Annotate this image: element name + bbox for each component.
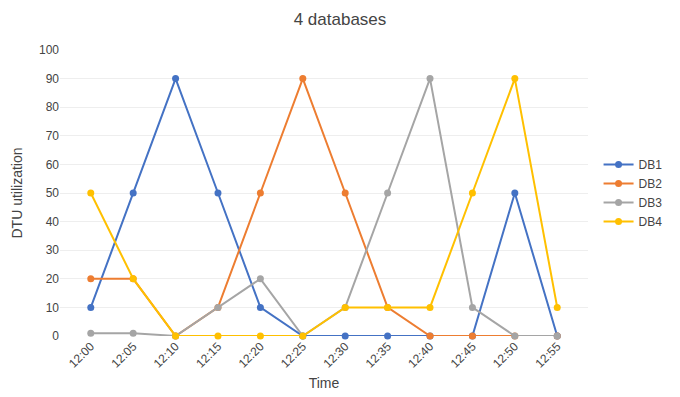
svg-text:12:05: 12:05 [108, 339, 139, 370]
svg-text:DB3: DB3 [639, 196, 663, 210]
svg-text:12:35: 12:35 [363, 339, 394, 370]
svg-text:90: 90 [46, 72, 60, 86]
svg-text:10: 10 [46, 301, 60, 315]
svg-text:DB1: DB1 [639, 158, 663, 172]
svg-text:12:20: 12:20 [236, 339, 267, 370]
svg-text:0: 0 [52, 329, 59, 343]
svg-text:12:15: 12:15 [193, 339, 224, 370]
svg-text:DB4: DB4 [639, 215, 663, 229]
svg-text:12:10: 12:10 [151, 339, 182, 370]
svg-text:12:55: 12:55 [532, 339, 563, 370]
svg-text:12:25: 12:25 [278, 339, 309, 370]
svg-text:12:50: 12:50 [490, 339, 521, 370]
svg-text:70: 70 [46, 129, 60, 143]
svg-text:4 databases: 4 databases [294, 10, 387, 29]
svg-text:40: 40 [46, 215, 60, 229]
svg-text:12:45: 12:45 [448, 339, 479, 370]
svg-text:60: 60 [46, 158, 60, 172]
svg-text:20: 20 [46, 272, 60, 286]
svg-text:DTU utilization: DTU utilization [9, 147, 25, 238]
svg-text:12:40: 12:40 [405, 339, 436, 370]
svg-text:80: 80 [46, 100, 60, 114]
svg-text:12:00: 12:00 [66, 339, 97, 370]
svg-text:50: 50 [46, 186, 60, 200]
svg-text:30: 30 [46, 243, 60, 257]
svg-text:12:30: 12:30 [320, 339, 351, 370]
svg-text:DB2: DB2 [639, 177, 663, 191]
svg-text:100: 100 [39, 43, 59, 57]
svg-text:Time: Time [309, 375, 340, 391]
